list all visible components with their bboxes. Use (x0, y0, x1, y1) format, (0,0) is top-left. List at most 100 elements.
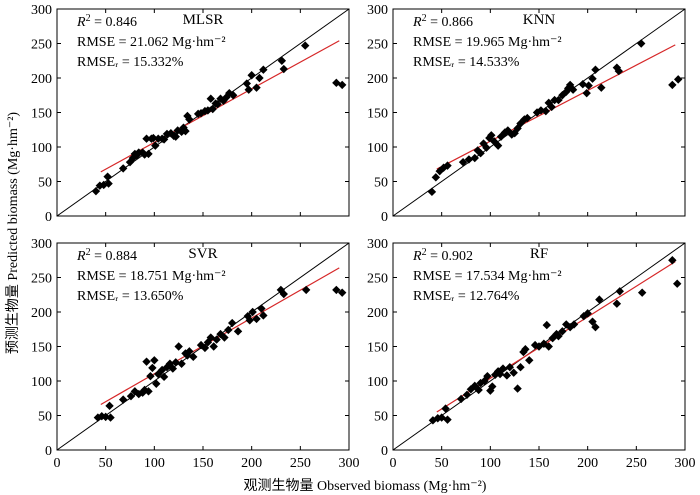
x-tick-label: 250 (626, 456, 647, 471)
data-point (146, 371, 155, 381)
data-point (224, 325, 233, 335)
data-point (548, 334, 557, 343)
data-point (185, 347, 194, 356)
data-point (456, 394, 466, 404)
data-point (516, 119, 525, 128)
data-point (488, 382, 497, 391)
data-point (337, 288, 347, 297)
x-tick-label: 100 (144, 456, 165, 471)
y-tick-label: 100 (367, 375, 388, 390)
panel-svr: 0 50 100 150 200 250 300 0 50 100 150 200 250 300 SVR R… (31, 237, 360, 471)
data-point (615, 287, 624, 296)
rmse-text: RMSE = 19.965 Mg·hm⁻² (413, 35, 562, 50)
data-point (595, 295, 604, 304)
r-squared-text: R2 = 0.846 (76, 13, 137, 30)
x-tick-label: 50 (99, 456, 113, 471)
data-point (637, 288, 647, 297)
regression-line (100, 40, 340, 173)
data-point (513, 384, 522, 393)
r-squared-exponent: 2 (422, 247, 427, 258)
y-tick-label: 150 (367, 341, 388, 356)
data-point (255, 73, 264, 83)
r-squared-equals: = (91, 249, 106, 264)
data-point (118, 395, 128, 404)
data-point (252, 314, 261, 324)
data-point (171, 132, 180, 141)
data-point (105, 401, 114, 411)
data-point (189, 352, 198, 362)
data-point (583, 309, 592, 318)
y-tick-label: 0 (45, 210, 52, 225)
r-squared-text: R2 = 0.866 (412, 13, 473, 30)
rmse-text: RMSE = 18.751 Mg·hm⁻² (77, 269, 226, 284)
y-tick-label: 150 (31, 341, 52, 356)
data-point (244, 85, 253, 94)
data-point (441, 404, 450, 413)
data-point (614, 66, 624, 76)
data-point (162, 363, 172, 372)
data-point (521, 345, 530, 354)
data-point (544, 342, 553, 351)
rmse-relative-text: RMSEᵣ = 15.332% (77, 55, 184, 70)
data-point (228, 91, 238, 100)
data-point (483, 371, 492, 381)
data-point (277, 56, 287, 65)
x-tick-label: 0 (390, 456, 397, 471)
data-point (233, 327, 243, 336)
y-tick-label: 50 (374, 176, 388, 191)
data-point (257, 304, 266, 313)
data-point (259, 311, 268, 320)
r-squared-symbol: R (412, 15, 422, 30)
panel-title: RF (530, 246, 548, 262)
data-point (171, 358, 180, 367)
y-axis-title: 预测生物量 Predicted biomass (Mg·hm⁻²) (5, 112, 21, 355)
data-point (525, 356, 534, 365)
data-point (588, 317, 597, 326)
data-point (93, 413, 103, 422)
x-tick-label: 0 (54, 456, 61, 471)
y-tick-label: 100 (367, 141, 388, 156)
data-point (104, 179, 113, 188)
data-point (582, 88, 591, 98)
y-tick-label: 200 (31, 72, 52, 87)
data-point (493, 141, 503, 150)
data-point (118, 164, 128, 173)
y-tick-label: 50 (38, 410, 52, 425)
r-squared-equals: = (91, 15, 106, 30)
data-point (673, 279, 682, 288)
data-point (541, 106, 551, 116)
r-squared-symbol: R (76, 249, 86, 264)
r-squared-text: R2 = 0.884 (76, 247, 137, 264)
data-point (152, 379, 161, 388)
data-point (212, 335, 221, 344)
x-tick-label: 100 (480, 456, 501, 471)
x-axis-title: 观测生物量 Observed biomass (Mg·hm⁻²) (244, 478, 487, 494)
data-point (591, 322, 600, 332)
data-point (242, 79, 251, 88)
x-tick-label: 250 (290, 456, 311, 471)
data-point (668, 80, 677, 90)
data-point (332, 285, 341, 295)
rmse-text: RMSE = 21.062 Mg·hm⁻² (77, 35, 226, 50)
data-point (183, 111, 192, 121)
r-squared-exponent: 2 (86, 247, 91, 258)
rmse-relative-text: RMSEᵣ = 14.533% (413, 55, 520, 70)
data-point (562, 87, 571, 96)
data-point (174, 342, 183, 351)
data-point (228, 318, 237, 328)
y-tick-label: 250 (367, 38, 388, 53)
data-point (142, 134, 151, 143)
data-point (301, 41, 310, 50)
data-point (213, 100, 222, 109)
data-point (443, 415, 452, 424)
r-squared-equals: = (427, 15, 442, 30)
data-point (516, 363, 525, 372)
data-point (470, 153, 479, 163)
r-squared-value: 0.846 (105, 15, 137, 30)
data-point (144, 149, 153, 159)
y-tick-label: 0 (381, 444, 388, 459)
x-tick-label: 50 (435, 456, 449, 471)
y-tick-label: 150 (367, 107, 388, 122)
data-point (612, 63, 622, 72)
y-tick-label: 300 (367, 3, 388, 18)
